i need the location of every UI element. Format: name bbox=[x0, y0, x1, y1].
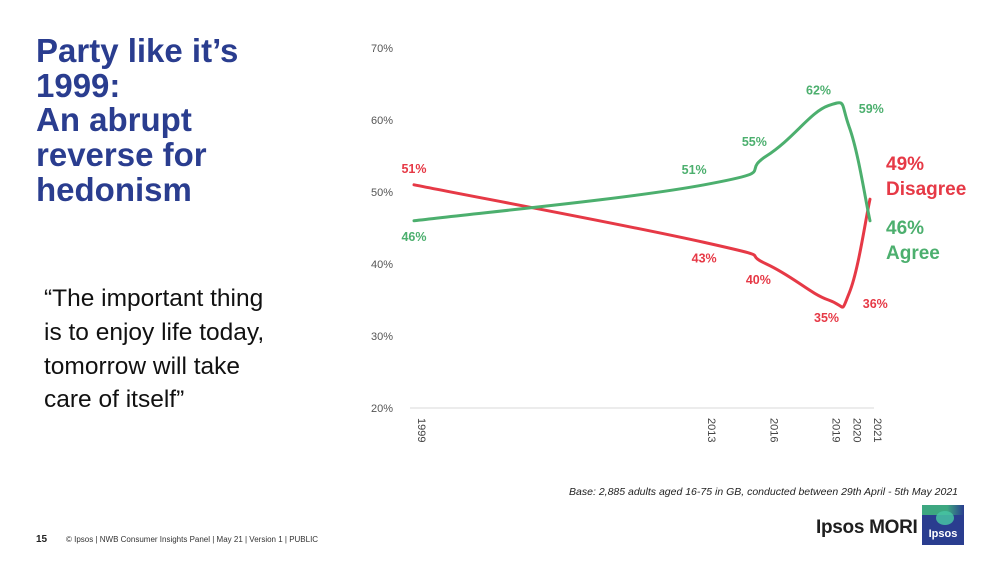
quote-line: is to enjoy life today, bbox=[44, 318, 265, 346]
data-label: 55% bbox=[742, 135, 767, 149]
y-tick-label: 40% bbox=[371, 259, 393, 271]
data-label: 35% bbox=[814, 311, 839, 325]
base-note: Base: 2,885 adults aged 16-75 in GB, con… bbox=[569, 486, 958, 498]
page-number: 15 bbox=[36, 534, 48, 545]
title-line: An abrupt bbox=[36, 101, 192, 139]
data-label: 59% bbox=[859, 102, 884, 116]
data-label: 36% bbox=[863, 297, 888, 311]
data-label: 40% bbox=[746, 273, 771, 287]
title-line: reverse for bbox=[36, 135, 207, 173]
quote-line: “The important thing bbox=[44, 285, 264, 312]
series-name-label: Agree bbox=[886, 243, 940, 264]
quote-line: tomorrow will take bbox=[44, 352, 241, 380]
x-tick-label: 2020 bbox=[850, 418, 862, 442]
series-line-agree bbox=[412, 101, 872, 223]
x-tick-label: 2021 bbox=[871, 418, 883, 442]
y-tick-label: 20% bbox=[371, 403, 393, 415]
data-label: 43% bbox=[692, 251, 717, 265]
data-label: 51% bbox=[682, 163, 707, 177]
slide-title: Party like it’s 1999: An abrupt reverse … bbox=[36, 32, 336, 208]
series-name-label: Disagree bbox=[886, 179, 966, 200]
y-tick-label: 50% bbox=[371, 187, 393, 199]
end-value-label: 46% bbox=[886, 218, 924, 239]
x-tick-label: 1999 bbox=[415, 418, 427, 442]
data-label: 62% bbox=[806, 84, 831, 98]
title-line: 1999: bbox=[36, 66, 121, 104]
survey-statement-quote: “The important thing is to enjoy life to… bbox=[44, 282, 334, 417]
data-label: 46% bbox=[401, 230, 426, 244]
title-line: Party like it’s bbox=[36, 32, 239, 69]
y-tick-label: 70% bbox=[371, 43, 393, 55]
end-value-label: 49% bbox=[886, 154, 924, 175]
data-label: 51% bbox=[401, 162, 426, 176]
quote-line: care of itself” bbox=[44, 386, 185, 414]
title-line: hedonism bbox=[36, 170, 192, 208]
y-tick-label: 60% bbox=[371, 115, 393, 127]
ipsos-badge-text: Ipsos bbox=[928, 528, 958, 540]
series-line-disagree bbox=[412, 183, 872, 309]
ipsos-mori-logo: Ipsos MORI bbox=[816, 517, 918, 538]
footer-text: © Ipsos | NWB Consumer Insights Panel | … bbox=[66, 535, 319, 544]
y-tick-label: 30% bbox=[371, 331, 393, 343]
x-tick-label: 2016 bbox=[767, 418, 779, 442]
ipsos-badge-logo: Ipsos bbox=[922, 505, 964, 545]
x-tick-label: 2013 bbox=[705, 418, 717, 442]
x-tick-label: 2019 bbox=[830, 418, 842, 442]
